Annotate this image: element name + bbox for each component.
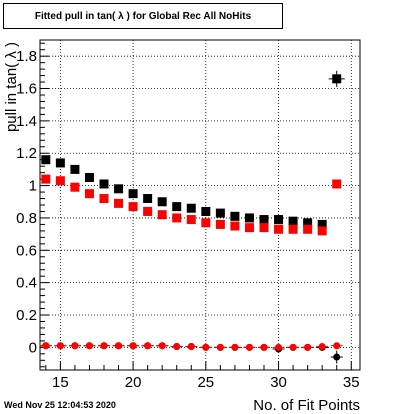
y-tick-label: 1.4 — [16, 113, 37, 130]
data-point — [230, 211, 240, 221]
x-tick-label: 30 — [270, 374, 287, 391]
y-tick-label: 0 — [29, 339, 37, 356]
data-series — [39, 342, 343, 351]
data-series — [41, 70, 345, 229]
x-axis-label: No. of Fit Points — [253, 397, 360, 414]
data-point — [173, 343, 181, 351]
data-point — [84, 173, 94, 182]
data-point — [201, 206, 211, 216]
data-point — [41, 155, 51, 165]
y-tick-label: 1.8 — [16, 48, 37, 65]
data-point — [244, 223, 254, 233]
timestamp: Wed Nov 25 12:04:53 2020 — [4, 400, 116, 410]
chart-title-box: Fitted pull in tan( λ ) for Global Rec A… — [3, 3, 283, 29]
data-point — [303, 224, 313, 234]
data-point — [230, 221, 240, 231]
y-axis-label: pull in tan( λ ) — [3, 42, 20, 132]
tick-labels: 15 20 25 30 35 0 0.2 0.4 0.6 0.8 1 1.2 1.4 1.6 1.8 — [16, 48, 359, 391]
data-point — [333, 353, 341, 361]
data-point — [317, 226, 327, 236]
x-tick-label: 20 — [125, 374, 142, 391]
data-point — [187, 343, 195, 351]
data-point — [114, 184, 124, 194]
data-point — [172, 202, 182, 212]
y-tick-label: 1 — [29, 178, 37, 195]
data-point — [260, 343, 268, 351]
data-point — [245, 343, 253, 351]
data-point — [115, 342, 123, 350]
data-series — [41, 174, 342, 236]
data-point — [216, 343, 224, 351]
data-point — [317, 219, 327, 229]
y-tick-label: 1.2 — [16, 145, 37, 162]
data-point — [114, 198, 124, 208]
data-point — [128, 189, 138, 199]
data-point — [42, 342, 50, 350]
data-point — [215, 219, 225, 229]
data-point — [129, 342, 137, 350]
data-point — [274, 224, 284, 234]
data-point — [157, 210, 167, 220]
data-point — [274, 215, 284, 225]
data-point — [288, 224, 298, 234]
x-tick-label: 35 — [343, 374, 360, 391]
y-tick-label: 0.4 — [16, 275, 37, 292]
data-point — [244, 213, 254, 223]
data-point — [84, 189, 94, 199]
x-tick-label: 15 — [52, 374, 69, 391]
data-point — [99, 179, 109, 189]
data-point — [202, 343, 210, 351]
grid-lines — [40, 40, 360, 370]
data-point — [99, 194, 109, 204]
data-point — [56, 342, 64, 350]
plot-frame — [39, 39, 361, 371]
data-point — [333, 342, 341, 350]
y-tick-label: 0.8 — [16, 210, 37, 227]
data-point — [157, 197, 167, 207]
data-point — [304, 343, 312, 351]
data-point — [144, 342, 152, 350]
y-tick-label: 1.6 — [16, 81, 37, 98]
data-point — [201, 218, 211, 228]
data-point — [259, 223, 269, 233]
data-point — [41, 174, 51, 184]
data-point — [71, 342, 79, 350]
data-point — [128, 202, 138, 212]
data-point — [303, 218, 313, 228]
data-point — [85, 342, 93, 350]
data-point — [332, 74, 342, 84]
data-point — [55, 158, 65, 168]
data-point — [231, 343, 239, 351]
data-point — [288, 216, 298, 226]
data-point — [143, 206, 153, 216]
chart-title: Fitted pull in tan( λ ) for Global Rec A… — [34, 10, 252, 22]
data-point — [143, 194, 153, 204]
data-markers — [39, 70, 345, 364]
data-point — [172, 213, 182, 223]
data-point — [332, 179, 342, 189]
y-tick-label: 0.6 — [16, 242, 37, 259]
data-point — [70, 164, 80, 174]
data-point — [186, 203, 196, 213]
x-tick-label: 25 — [197, 374, 214, 391]
data-point — [259, 215, 269, 225]
y-tick-label: 0.2 — [16, 307, 37, 324]
data-point — [289, 343, 297, 351]
data-point — [215, 208, 225, 218]
data-point — [55, 176, 65, 186]
data-point — [70, 182, 80, 192]
data-point — [186, 215, 196, 225]
data-point — [275, 343, 283, 351]
axis-ticks — [40, 42, 352, 370]
data-point — [100, 342, 108, 350]
data-point — [318, 343, 326, 351]
data-point — [158, 342, 166, 350]
